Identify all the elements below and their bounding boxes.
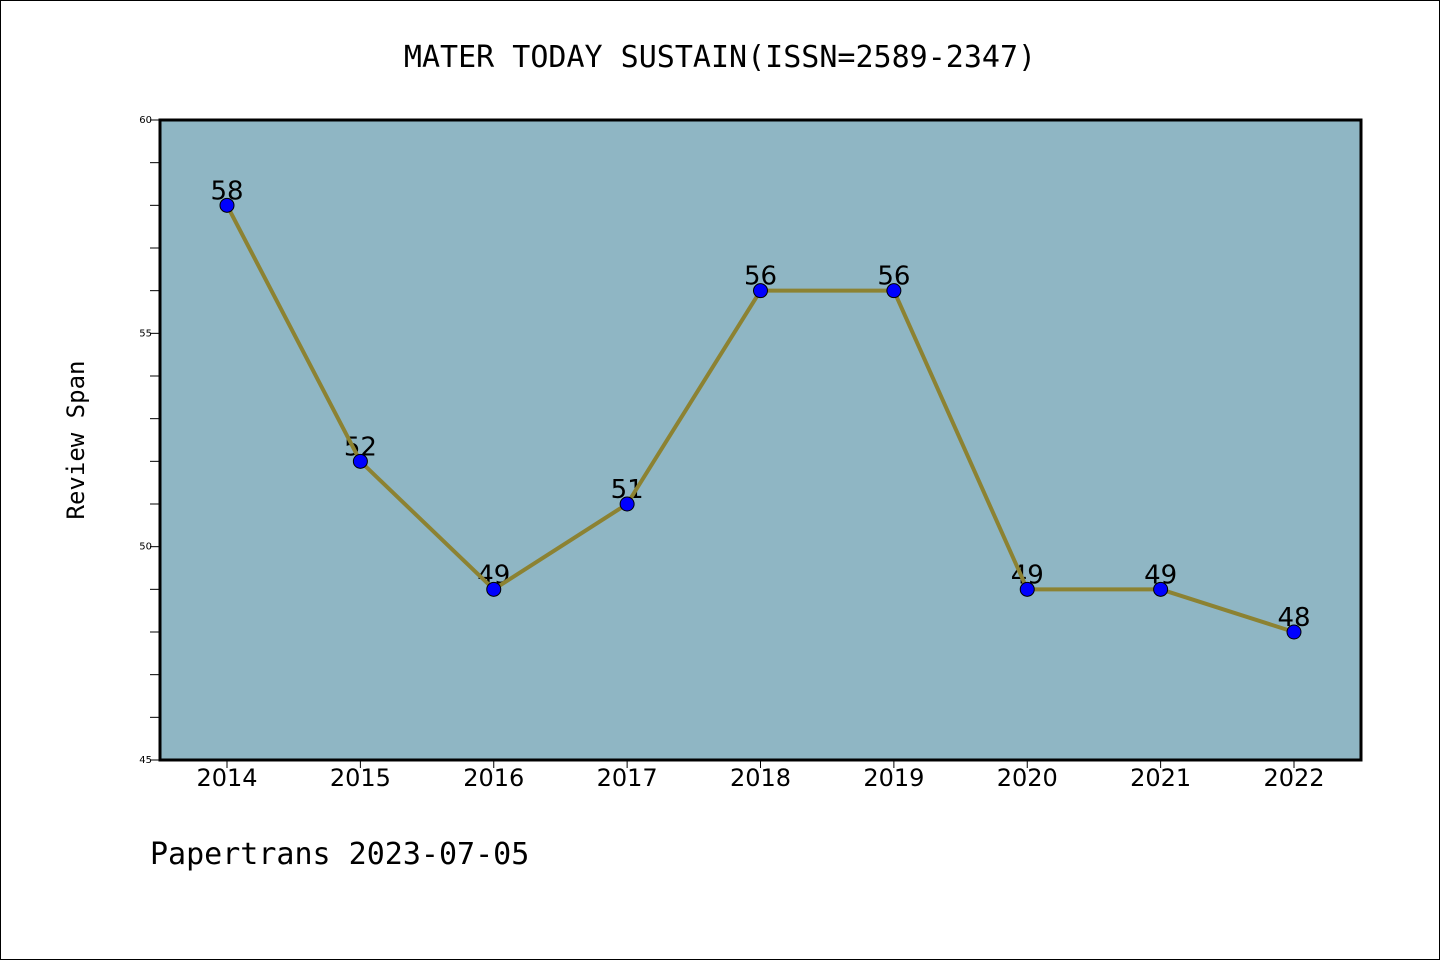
x-tick-label: 2022 xyxy=(1263,764,1324,792)
x-tick-label: 2016 xyxy=(463,764,524,792)
data-point xyxy=(886,283,902,299)
data-point xyxy=(619,496,635,512)
y-axis: 45 50 55 60 xyxy=(139,115,160,766)
chart-title: MATER TODAY SUSTAIN(ISSN=2589-2347) xyxy=(404,40,1036,75)
x-tick-label: 2014 xyxy=(196,764,257,792)
y-tick-label: 50 xyxy=(139,542,152,553)
y-axis-label: Review Span xyxy=(62,361,90,520)
footer-credit: Papertrans 2023-07-05 xyxy=(150,837,529,872)
data-point xyxy=(753,283,768,299)
x-tick-label: 2018 xyxy=(730,764,791,792)
x-tick-label: 2015 xyxy=(330,764,391,792)
data-point xyxy=(1286,624,1302,640)
data-point xyxy=(352,453,368,469)
x-axis: 2014 2015 2016 2017 2018 2019 2020 2021 2022 xyxy=(196,760,1325,792)
data-point xyxy=(1153,581,1169,597)
data-point xyxy=(486,581,502,597)
y-tick-label: 55 xyxy=(139,328,152,339)
plot-area xyxy=(158,118,1363,762)
x-tick-label: 2017 xyxy=(597,764,658,792)
data-point xyxy=(1019,581,1035,597)
x-tick-label: 2020 xyxy=(997,764,1058,792)
y-tick-label: 45 xyxy=(139,755,152,766)
y-tick-label: 60 xyxy=(139,115,152,126)
series-layer xyxy=(219,197,1302,640)
data-point xyxy=(219,197,235,213)
x-tick-label: 2021 xyxy=(1130,764,1191,792)
x-tick-label: 2019 xyxy=(863,764,924,792)
